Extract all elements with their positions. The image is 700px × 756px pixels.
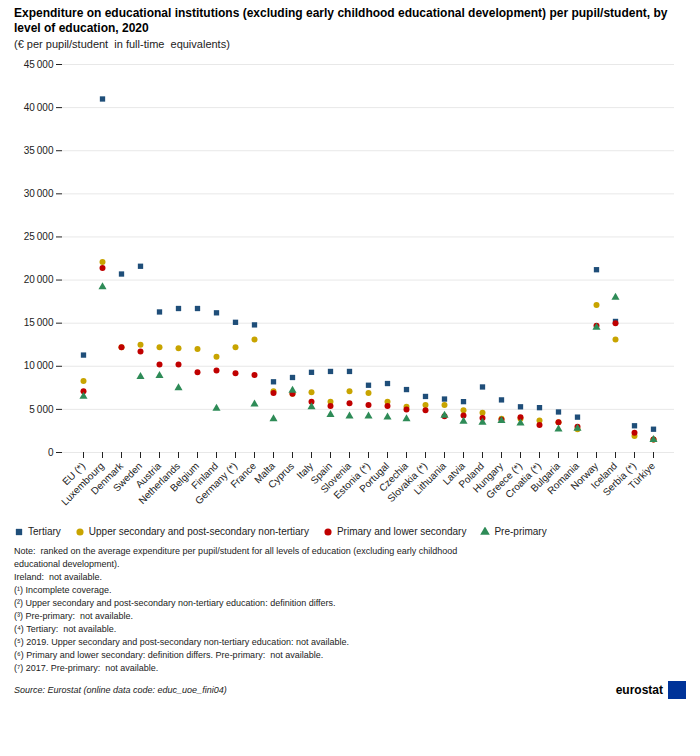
html-text:Tertiary: Tertiary	[28, 526, 61, 537]
svg-text:Belgium: Belgium	[167, 460, 202, 494]
svg-text:35 000: 35 000	[24, 145, 54, 156]
html-text:(³) Pre-primary: not available: (³) Pre-primary: not available.	[14, 611, 133, 621]
svg-text:15 000: 15 000	[24, 317, 54, 328]
svg-text:Lithuania: Lithuania	[411, 460, 449, 497]
svg-text:Sweden: Sweden	[110, 460, 145, 494]
svg-text:Spain: Spain	[308, 460, 335, 487]
svg-text:Iceland: Iceland	[588, 460, 620, 491]
svg-text:25 000: 25 000	[24, 231, 54, 242]
svg-text:Norway: Norway	[568, 460, 601, 492]
html-text:Pre-primary: Pre-primary	[494, 526, 547, 537]
svg-text:Finland: Finland	[189, 460, 221, 492]
svg-text:Slovenia: Slovenia	[318, 460, 354, 496]
svg-text:20 000: 20 000	[24, 274, 54, 285]
html-text:(⁵) 2019. Upper secondary and: (⁵) 2019. Upper secondary and post-secon…	[14, 637, 349, 647]
svg-text:Germany (*): Germany (*)	[192, 460, 240, 507]
svg-text:France: France	[228, 460, 259, 490]
svg-text:EU (*): EU (*)	[60, 460, 88, 488]
svg-text:Italy: Italy	[294, 460, 316, 481]
svg-text:Malta: Malta	[252, 460, 278, 486]
html-text:Ireland: not available.: Ireland: not available.	[14, 572, 103, 582]
svg-text:Denmark: Denmark	[88, 460, 126, 497]
svg-text:Austria: Austria	[133, 460, 164, 490]
svg-text:10 000: 10 000	[24, 360, 54, 371]
html-text:(¹) Incomplete coverage.: (¹) Incomplete coverage.	[14, 585, 112, 595]
svg-text:Portugal: Portugal	[357, 460, 392, 495]
html-text:educational development).: educational development).	[14, 559, 120, 569]
html-text:(⁶) Primary and lower secondar: (⁶) Primary and lower secondary: definit…	[14, 650, 324, 660]
html-text:Source: Eurostat (online data: Source: Eurostat (online data code: educ…	[14, 685, 227, 695]
svg-text:Bulgaria: Bulgaria	[528, 460, 563, 494]
html-text:Expenditure on educational ins: Expenditure on educational institutions …	[14, 6, 668, 35]
html-text:Upper secondary and post-secon: Upper secondary and post-secondary non-t…	[88, 526, 309, 537]
svg-text:30 000: 30 000	[24, 188, 54, 199]
svg-text:Latvia: Latvia	[440, 460, 468, 487]
svg-text:Luxembourg: Luxembourg	[59, 460, 107, 508]
svg-text:Croatia (*): Croatia (*)	[503, 460, 544, 501]
svg-text:Netherlands: Netherlands	[136, 460, 183, 507]
svg-text:Serbia (*): Serbia (*)	[600, 460, 639, 498]
svg-text:Poland: Poland	[456, 460, 487, 490]
svg-text:Greece (*): Greece (*)	[483, 460, 525, 501]
html-text:Primary and lower secondary: Primary and lower secondary	[336, 526, 467, 537]
svg-text:Slovakia (*): Slovakia (*)	[385, 460, 430, 505]
html-text:eurostat: eurostat	[615, 683, 663, 697]
svg-text:0: 0	[48, 447, 54, 458]
html-text:(€ per pupil/student in full-t: (€ per pupil/student in full-time equiva…	[14, 38, 230, 50]
svg-text:Türkiye: Türkiye	[626, 460, 657, 491]
svg-text:Estonia (*): Estonia (*)	[331, 460, 373, 501]
html-text:(²) Upper secondary and post-s: (²) Upper secondary and post-secondary n…	[14, 598, 336, 608]
svg-text:Czechia: Czechia	[376, 460, 411, 494]
svg-text:45 000: 45 000	[24, 59, 54, 70]
svg-text:Romania: Romania	[545, 460, 582, 497]
svg-text:Hungary: Hungary	[470, 460, 506, 495]
svg-text:5 000: 5 000	[29, 404, 54, 415]
svg-text:40 000: 40 000	[24, 102, 54, 113]
html-text:Note: ranked on the average ex: Note: ranked on the average expenditure …	[14, 546, 458, 556]
html-text:(⁷) 2017. Pre-primary: not ava: (⁷) 2017. Pre-primary: not available.	[14, 663, 159, 673]
html-text:(⁴) Tertiary: not available.: (⁴) Tertiary: not available.	[14, 624, 117, 634]
svg-text:Cyprus: Cyprus	[266, 460, 296, 490]
